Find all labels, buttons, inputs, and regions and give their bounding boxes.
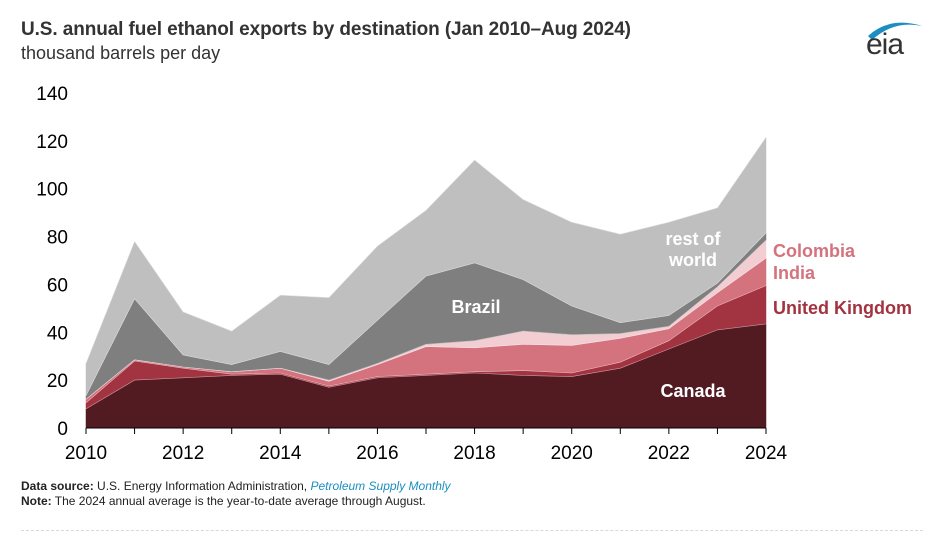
boundary-rest-of-world — [85, 137, 767, 364]
boundary-brazil — [85, 232, 767, 396]
series-label-rest-of-world: world — [668, 250, 717, 270]
note-text: The 2024 annual average is the year-to-d… — [54, 494, 426, 508]
y-tick-label: 80 — [47, 228, 68, 249]
series-label-colombia: Colombia — [773, 241, 856, 261]
x-tick-label: 2012 — [162, 443, 204, 464]
x-tick-label: 2014 — [259, 443, 302, 464]
series-label-india: India — [773, 263, 816, 283]
y-tick-label: 140 — [36, 84, 68, 105]
eia-logo: eia — [860, 14, 930, 64]
area-layers — [85, 136, 767, 429]
chart-subtitle: thousand barrels per day — [21, 43, 221, 63]
boundary-united-kingdom — [85, 285, 767, 404]
data-source-line: Data source: U.S. Energy Information Adm… — [21, 479, 451, 494]
series-label-brazil: Brazil — [451, 297, 500, 317]
x-tick-label: 2024 — [745, 443, 788, 464]
chart-title: U.S. annual fuel ethanol exports by dest… — [21, 19, 631, 40]
y-tick-label: 20 — [47, 371, 68, 392]
eia-logo-text: eia — [866, 28, 904, 61]
footer: Data source: U.S. Energy Information Adm… — [21, 479, 451, 509]
note-line: Note: The 2024 annual average is the yea… — [21, 494, 451, 509]
y-tick-label: 60 — [47, 275, 68, 296]
x-tick-label: 2016 — [356, 443, 398, 464]
y-tick-label: 0 — [57, 419, 68, 440]
axes: 0 20 40 60 80 100 120 140 2010 2012 2014 2016 2018 20… — [36, 84, 787, 464]
note-label: Note: — [21, 494, 52, 508]
stacked-area-chart: 0 20 40 60 80 100 120 140 2010 2012 2014 2016 2018 20… — [36, 84, 912, 464]
x-tick-label: 2020 — [551, 443, 593, 464]
y-tick-label: 40 — [47, 323, 68, 344]
series-label-canada: Canada — [660, 381, 726, 401]
boundary-colombia — [85, 239, 767, 400]
boundary-canada — [85, 323, 767, 410]
data-source-text: U.S. Energy Information Administration, — [97, 479, 308, 493]
footer-divider — [21, 530, 923, 531]
x-tick-label: 2010 — [65, 443, 107, 464]
data-source-link[interactable]: Petroleum Supply Monthly — [310, 479, 451, 493]
series-label-rest-of-world: rest of — [665, 229, 721, 249]
x-tick-label: 2022 — [648, 443, 690, 464]
y-tick-label: 100 — [36, 180, 68, 201]
series-label-united-kingdom: United Kingdom — [773, 298, 912, 318]
data-source-label: Data source: — [21, 479, 94, 493]
x-tick-label: 2018 — [453, 443, 495, 464]
eia-logo-arc-icon — [868, 22, 922, 40]
y-tick-label: 120 — [36, 132, 68, 153]
